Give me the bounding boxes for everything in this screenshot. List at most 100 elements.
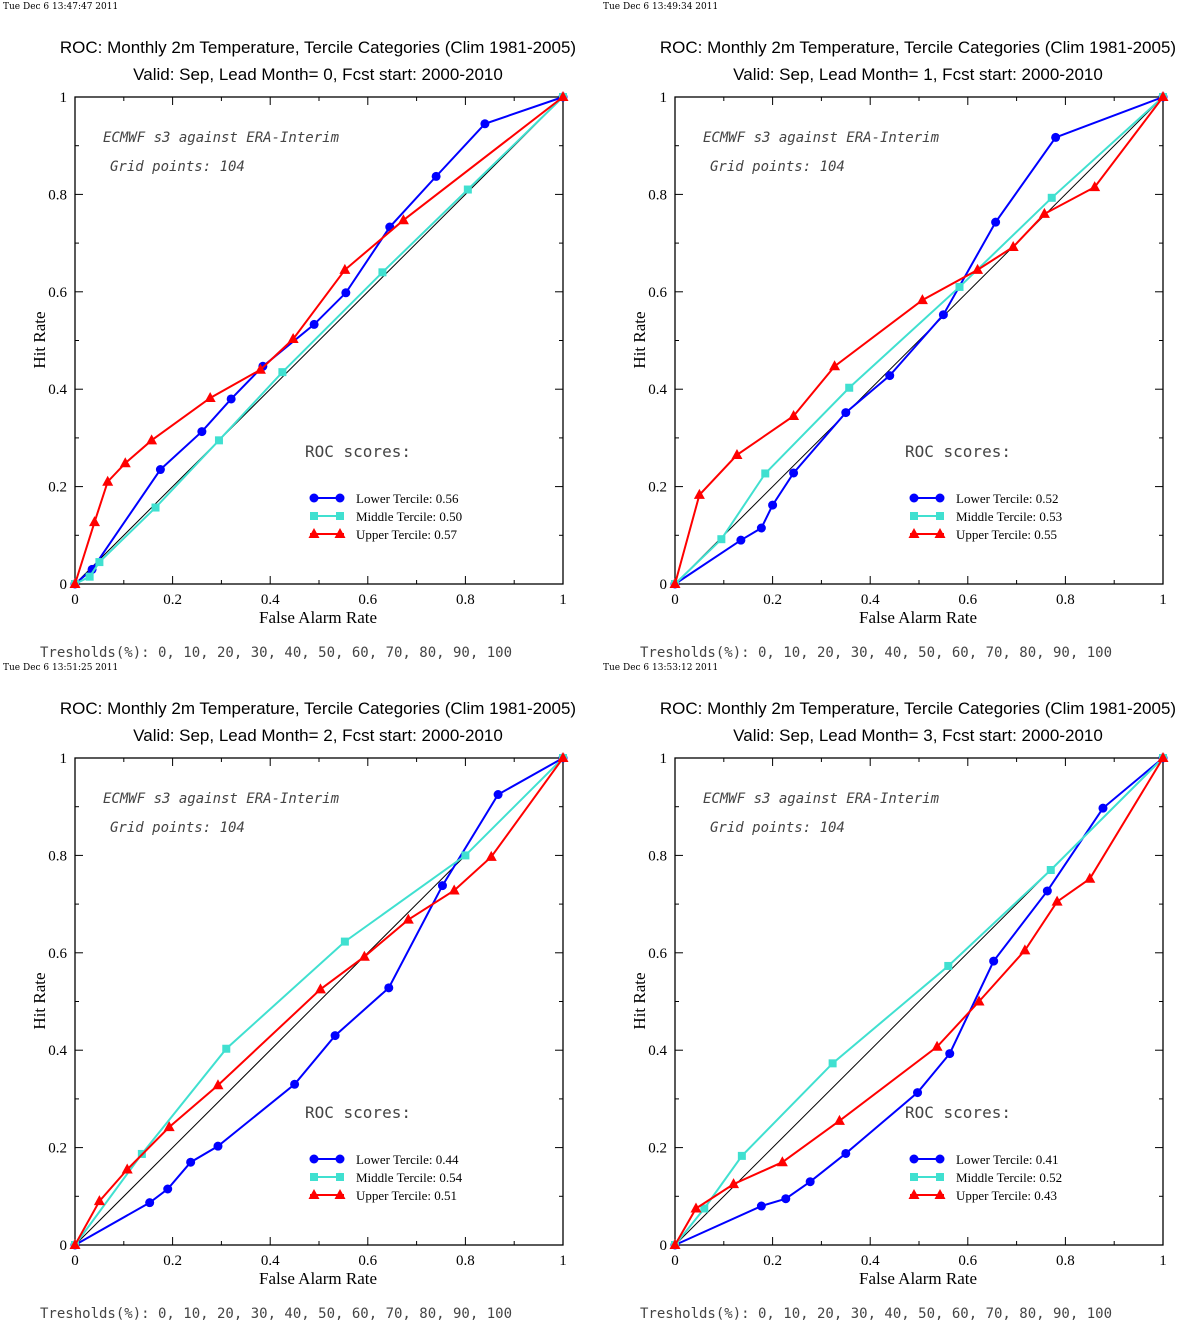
legend-marker	[309, 1154, 319, 1164]
y-tick-label: 1	[660, 90, 668, 106]
data-point	[717, 535, 726, 544]
legend-marker	[936, 1173, 944, 1181]
data-point	[557, 91, 569, 101]
legend-marker	[335, 1154, 345, 1164]
data-point	[197, 427, 207, 437]
series-line	[74, 757, 564, 1246]
data-point	[728, 1178, 740, 1189]
data-point	[145, 1198, 155, 1208]
data-point	[254, 363, 266, 374]
data-point	[1051, 132, 1061, 142]
x-tick-label: 1	[559, 1253, 567, 1269]
y-tick-label: 0	[60, 577, 68, 593]
y-tick-label: 0	[660, 577, 668, 593]
data-point	[119, 457, 131, 468]
data-point	[341, 288, 351, 298]
data-point	[700, 1204, 709, 1213]
data-point	[151, 503, 160, 512]
legend-marker	[908, 528, 920, 538]
y-tick-label: 0.8	[648, 187, 667, 203]
x-tick-label: 0.8	[1056, 592, 1075, 608]
data-point	[669, 1239, 681, 1249]
data-point	[95, 558, 104, 567]
legend-marker	[309, 493, 319, 503]
data-point	[402, 913, 414, 924]
data-point	[885, 371, 895, 381]
y-tick-label: 0.8	[648, 848, 667, 864]
data-point	[461, 851, 470, 860]
timestamp: Tue Dec 6 13:49:34 2011	[603, 2, 718, 12]
chart-subtitle: Valid: Sep, Lead Month= 1, Fcst start: 2…	[733, 65, 1103, 84]
timestamp: Tue Dec 6 13:53:12 2011	[603, 663, 718, 673]
data-point	[290, 1079, 300, 1089]
data-point	[89, 516, 101, 527]
data-point	[146, 434, 158, 445]
legend-marker	[308, 1189, 320, 1199]
roc-panel: Tue Dec 6 13:49:34 2011 ROC: Monthly 2m T…	[600, 0, 1200, 661]
grid-points-annotation: Grid points: 104	[110, 820, 245, 836]
legend-marker	[310, 1173, 318, 1181]
roc-scores-heading: ROC scores:	[905, 1103, 1011, 1122]
thresholds-label: Tresholds(%): 0, 10, 20, 30, 40, 50, 60,…	[40, 645, 512, 661]
chart-subtitle: Valid: Sep, Lead Month= 0, Fcst start: 2…	[133, 65, 503, 84]
data-point	[781, 1194, 791, 1204]
thresholds-label: Tresholds(%): 0, 10, 20, 30, 40, 50, 60,…	[640, 645, 1112, 661]
data-point	[102, 475, 114, 486]
data-point	[768, 500, 778, 510]
data-point	[805, 1177, 815, 1187]
x-axis-title: False Alarm Rate	[859, 608, 977, 627]
data-point	[690, 1202, 702, 1213]
y-tick-label: 1	[660, 751, 668, 767]
y-tick-label: 0	[660, 1238, 668, 1254]
data-point	[278, 368, 287, 377]
x-tick-label: 0.2	[163, 592, 182, 608]
legend-marker	[908, 1189, 920, 1199]
data-point	[358, 950, 370, 961]
data-point	[186, 1157, 196, 1167]
data-point	[431, 171, 441, 181]
data-point	[913, 1088, 923, 1098]
y-tick-label: 0	[60, 1238, 68, 1254]
roc-chart-svg: Tue Dec 6 13:47:47 2011 ROC: Monthly 2m T…	[3, 2, 576, 661]
data-point	[69, 1239, 81, 1249]
data-point	[736, 535, 746, 545]
x-tick-label: 0.4	[861, 1253, 880, 1269]
legend-marker	[336, 1173, 344, 1181]
legend-entry: Upper Tercile: 0.51	[356, 1188, 457, 1203]
x-tick-label: 0	[671, 592, 679, 608]
legend-marker	[936, 512, 944, 520]
roc-scores-heading: ROC scores:	[905, 442, 1011, 461]
x-tick-label: 0	[671, 1253, 679, 1269]
x-tick-label: 0.8	[456, 1253, 475, 1269]
data-point	[1019, 944, 1031, 955]
data-point	[1084, 872, 1096, 883]
data-point	[485, 850, 497, 861]
legend-marker	[935, 493, 945, 503]
timestamp: Tue Dec 6 13:51:25 2011	[3, 663, 118, 673]
model-annotation: ECMWF s3 against ERA-Interim	[103, 791, 340, 807]
chart-title: ROC: Monthly 2m Temperature, Tercile Cat…	[660, 699, 1176, 718]
data-point	[155, 465, 165, 475]
legend-entry: Middle Tercile: 0.52	[956, 1170, 1062, 1185]
x-tick-label: 0.6	[958, 592, 977, 608]
legend-entry: Upper Tercile: 0.43	[956, 1188, 1057, 1203]
legend-marker	[910, 512, 918, 520]
roc-panel: Tue Dec 6 13:51:25 2011 ROC: Monthly 2m T…	[0, 661, 600, 1322]
data-point	[828, 1059, 837, 1068]
data-point	[972, 263, 984, 274]
legend-marker	[310, 512, 318, 520]
data-point	[1046, 866, 1055, 875]
legend-entry: Lower Tercile: 0.52	[956, 491, 1058, 506]
data-point	[1038, 207, 1050, 218]
data-point	[397, 214, 409, 225]
x-tick-label: 0.4	[261, 592, 280, 608]
grid-points-annotation: Grid points: 104	[710, 820, 845, 836]
y-tick-label: 0.2	[648, 1141, 667, 1157]
data-point	[845, 383, 854, 392]
data-point	[330, 1031, 340, 1041]
chart-subtitle: Valid: Sep, Lead Month= 3, Fcst start: 2…	[733, 726, 1103, 745]
legend-marker	[308, 528, 320, 538]
x-tick-label: 0	[71, 592, 79, 608]
legend-entry: Lower Tercile: 0.41	[956, 1152, 1058, 1167]
data-point	[339, 263, 351, 274]
